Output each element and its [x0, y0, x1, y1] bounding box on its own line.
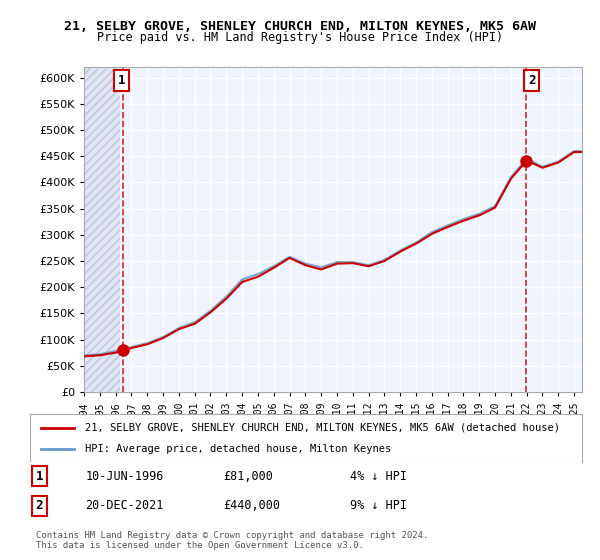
Text: 1: 1	[35, 470, 43, 483]
Text: 20-DEC-2021: 20-DEC-2021	[85, 500, 164, 512]
Text: £440,000: £440,000	[223, 500, 280, 512]
Text: 2: 2	[35, 500, 43, 512]
Text: 10-JUN-1996: 10-JUN-1996	[85, 470, 164, 483]
Text: 2: 2	[528, 74, 535, 87]
Text: Contains HM Land Registry data © Crown copyright and database right 2024.
This d: Contains HM Land Registry data © Crown c…	[36, 530, 428, 550]
Text: 4% ↓ HPI: 4% ↓ HPI	[350, 470, 407, 483]
Text: 1: 1	[118, 74, 125, 87]
Text: 21, SELBY GROVE, SHENLEY CHURCH END, MILTON KEYNES, MK5 6AW (detached house): 21, SELBY GROVE, SHENLEY CHURCH END, MIL…	[85, 423, 560, 433]
Text: HPI: Average price, detached house, Milton Keynes: HPI: Average price, detached house, Milt…	[85, 444, 391, 454]
Text: Price paid vs. HM Land Registry's House Price Index (HPI): Price paid vs. HM Land Registry's House …	[97, 31, 503, 44]
Text: 21, SELBY GROVE, SHENLEY CHURCH END, MILTON KEYNES, MK5 6AW: 21, SELBY GROVE, SHENLEY CHURCH END, MIL…	[64, 20, 536, 32]
Text: £81,000: £81,000	[223, 470, 273, 483]
Text: 9% ↓ HPI: 9% ↓ HPI	[350, 500, 407, 512]
